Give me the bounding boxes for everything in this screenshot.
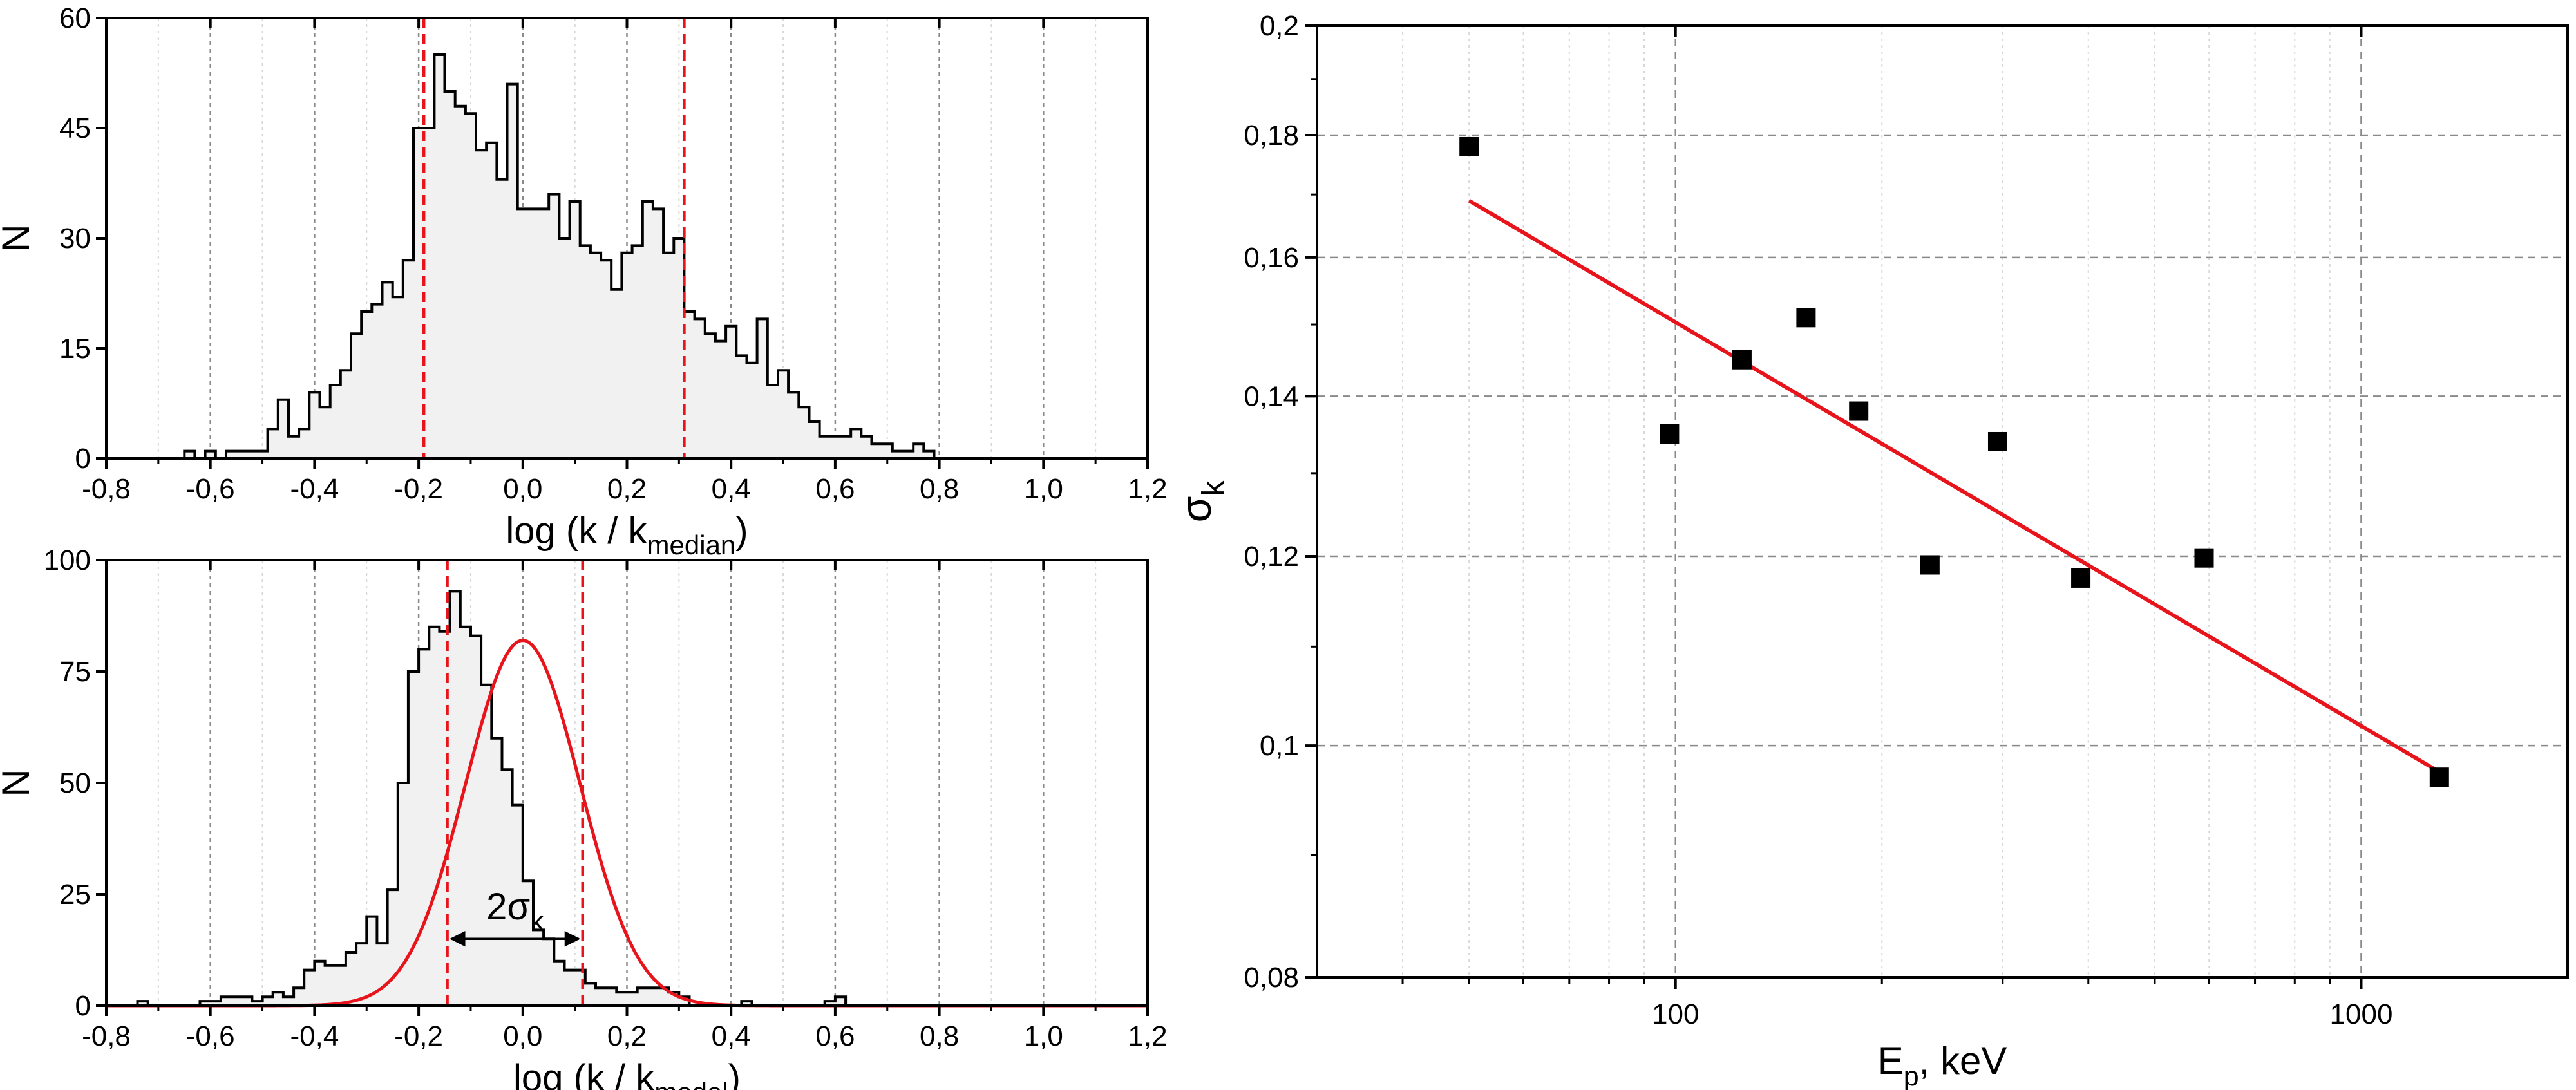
y-tick-label: 0	[75, 443, 91, 475]
x-axis-label-tail: )	[728, 1057, 741, 1090]
y-tick-label: 0,12	[1244, 541, 1299, 572]
y-axis-label: N	[0, 769, 37, 796]
x-tick-label: 0,6	[815, 1020, 855, 1052]
data-point	[1796, 308, 1816, 328]
y-axis-label-main: σ	[1172, 496, 1220, 523]
data-point	[1732, 350, 1752, 370]
y-tick-label: 30	[59, 223, 91, 254]
y-axis-label-subscript: k	[1197, 480, 1231, 496]
x-tick-label: -0,4	[290, 1020, 339, 1052]
x-axis-label: log (k / kmedian)	[506, 510, 748, 560]
histogram-step-line	[183, 53, 936, 460]
x-tick-label: -0,6	[186, 1020, 235, 1052]
y-tick-label: 75	[59, 656, 91, 688]
y-tick-label: 0,16	[1244, 242, 1299, 274]
y-tick-label: 45	[59, 113, 91, 144]
x-tick-label: -0,4	[290, 473, 339, 505]
x-tick-label: 0,0	[503, 1020, 542, 1052]
x-tick-label: -0,8	[82, 1020, 131, 1052]
histogram-fill	[127, 591, 867, 1006]
sigma-annotation-main: 2σ	[486, 886, 530, 928]
x-tick-label: -0,2	[394, 1020, 443, 1052]
data-point	[1987, 431, 2007, 451]
y-tick-label: 50	[59, 767, 91, 799]
x-tick-label: 1,2	[1128, 1020, 1167, 1052]
x-axis-label-main: log (k / k	[506, 510, 647, 552]
data-point	[2071, 568, 2091, 588]
data-point	[1660, 424, 1680, 444]
histogram-fill	[184, 55, 934, 458]
data-point	[1459, 136, 1479, 156]
y-axis-label: σk	[1172, 480, 1231, 523]
data-point	[2194, 548, 2214, 568]
plot-frame	[1316, 24, 2569, 979]
y-tick-label: 0,1	[1260, 730, 1299, 762]
x-axis-label: Ep, keV	[1878, 1039, 2007, 1090]
x-tick-label: 0,2	[607, 473, 647, 505]
sigma-annotation: 2σk	[486, 886, 544, 936]
linear-fit-line	[1468, 199, 2441, 774]
y-tick-label: 60	[59, 3, 91, 34]
histogram-panel-2: -0,8 -0,6 -0,4 -0,2 0,0 0,2 0,4 0,6 0,8 1,0 1,2 0 25…	[0, 545, 1168, 1052]
x-tick-label: 0,4	[712, 1020, 751, 1052]
data-point	[1849, 401, 1869, 421]
x-axis-label-tail: )	[735, 510, 748, 552]
y-tick-label: 100	[44, 545, 91, 576]
x-tick-label: 0,6	[815, 473, 855, 505]
x-tick-label: 0,4	[712, 473, 751, 505]
x-tick-label: -0,2	[394, 473, 443, 505]
sigma-annotation-subscript: k	[530, 906, 544, 936]
x-tick-label: 1,2	[1128, 473, 1167, 505]
x-tick-label: 0,0	[503, 473, 542, 505]
x-tick-label: 100	[1652, 999, 1699, 1030]
x-tick-label: 1,0	[1024, 1020, 1063, 1052]
x-tick-label: 1,0	[1024, 473, 1063, 505]
x-tick-label: 0,8	[920, 473, 959, 505]
x-axis-label: log (k / kmodel)	[513, 1057, 741, 1090]
y-tick-label: 25	[59, 879, 91, 910]
data-point	[2429, 767, 2449, 787]
y-tick-label: 0,14	[1244, 381, 1299, 412]
y-tick-label: 0	[75, 990, 91, 1022]
y-axis-label: N	[0, 224, 37, 252]
x-axis-label-main: E	[1878, 1039, 1904, 1082]
x-tick-label: 0,2	[607, 1020, 647, 1052]
x-axis-label-subscript: median	[647, 530, 736, 560]
x-tick-label: 1000	[2330, 999, 2393, 1030]
x-axis-label-subscript: model	[654, 1077, 728, 1090]
x-tick-label: -0,8	[82, 473, 131, 505]
scatter-panel: 100 1000 0,08 0,1 0,12 0,14 0,16 0,18 0,2	[1244, 10, 2569, 1030]
y-tick-label: 0,18	[1244, 120, 1299, 151]
y-tick-label: 0,2	[1260, 10, 1299, 42]
y-tick-label: 0,08	[1244, 962, 1299, 993]
x-axis-label-main: log (k / k	[513, 1057, 655, 1090]
x-tick-label: 0,8	[920, 1020, 959, 1052]
x-tick-label: -0,6	[186, 473, 235, 505]
data-point	[1920, 555, 1940, 575]
y-tick-label: 15	[59, 333, 91, 364]
x-axis-label-subscript: p	[1904, 1061, 1919, 1090]
x-axis-label-tail: , keV	[1919, 1039, 2007, 1082]
histogram-panel-1: -0,8 -0,6 -0,4 -0,2 0,0 0,2 0,4 0,6 0,8 1,0 1,2 0 15…	[0, 3, 1168, 505]
